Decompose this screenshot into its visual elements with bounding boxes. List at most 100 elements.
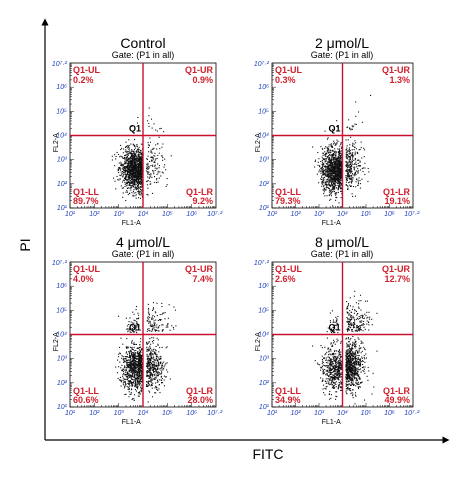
dot-ur: [169, 329, 171, 331]
dot-ll: [141, 372, 143, 374]
dot-lr: [147, 370, 149, 372]
dot-ll: [133, 151, 135, 154]
dot-ll: [136, 386, 138, 389]
dot-lr: [165, 185, 167, 187]
dot-ll: [141, 154, 143, 156]
dot-ll: [331, 177, 333, 179]
dot-lr: [151, 375, 154, 377]
dot-ll: [140, 377, 142, 379]
dot-lr: [151, 377, 153, 379]
dot-ll: [138, 170, 140, 172]
dot-ll: [330, 166, 332, 168]
dot-ll: [331, 383, 333, 385]
dot-ll: [328, 181, 330, 183]
dot-lr: [158, 177, 160, 179]
dot-ll: [124, 183, 126, 185]
dot-ll: [328, 168, 330, 170]
dot-ll: [129, 169, 131, 172]
dot-lr: [350, 160, 352, 162]
dot-lr: [154, 367, 157, 369]
dot-ll: [131, 153, 133, 155]
dot-ll: [325, 181, 328, 183]
dot-ll: [129, 351, 131, 353]
dot-ll: [125, 174, 127, 176]
dot-ll: [128, 396, 130, 398]
dot-ll: [139, 341, 141, 343]
dot-ll: [135, 158, 137, 160]
dot-lr: [147, 168, 149, 170]
dot-ll: [129, 175, 131, 177]
dot-ll: [318, 158, 320, 160]
dot-lr: [357, 181, 359, 183]
dot-ll: [124, 177, 126, 179]
dot-ur: [163, 312, 165, 314]
dot-ll: [130, 366, 133, 368]
dot-lr: [160, 376, 162, 378]
dot-lr: [357, 170, 360, 172]
dot-ul: [131, 126, 133, 128]
dot-ll: [137, 371, 139, 373]
dot-lr: [154, 360, 156, 362]
dot-ll: [133, 178, 135, 180]
dot-ll: [131, 383, 133, 385]
dot-lr: [146, 372, 148, 374]
dot-ll: [340, 159, 342, 161]
dot-ul: [132, 325, 134, 327]
dot-ll: [124, 384, 126, 386]
dot-ll: [329, 383, 331, 385]
dot-lr: [154, 161, 156, 164]
dot-lr: [157, 154, 159, 156]
dot-lr: [153, 339, 155, 341]
dot-ll: [332, 177, 334, 179]
dot-ll: [329, 163, 331, 165]
dot-ll: [131, 342, 133, 344]
dot-ll: [124, 158, 126, 160]
dot-ll: [125, 146, 127, 148]
dot-ll: [325, 153, 327, 155]
dot-ll: [132, 356, 134, 358]
dot-lr: [152, 354, 154, 356]
dot-lr: [146, 371, 148, 373]
dot-ll: [117, 153, 120, 156]
dot-ul: [129, 327, 132, 329]
dot-ur: [161, 330, 163, 332]
dot-ll: [119, 174, 121, 176]
dot-ll: [330, 162, 332, 164]
dot-ll: [338, 183, 340, 185]
dot-ll: [331, 174, 333, 176]
dot-ll: [133, 352, 135, 354]
dot-lr: [146, 341, 148, 343]
dot-ll: [136, 361, 138, 363]
dot-ll: [125, 191, 127, 193]
dot-ll: [137, 165, 140, 167]
dot-ll: [129, 382, 131, 384]
quadrant-ur-label: Q1-UR: [185, 264, 214, 274]
quadrant-lr-label: Q1-LR: [383, 187, 411, 197]
dot-ur: [352, 126, 354, 128]
dot-ll: [140, 156, 142, 158]
dot-ll: [132, 368, 134, 370]
quadrant-ur-label: Q1-UR: [185, 65, 214, 75]
dot-lr: [155, 385, 157, 387]
dot-ll: [132, 363, 135, 365]
dot-ll: [328, 158, 331, 160]
dot-ll: [126, 150, 128, 152]
dot-lr: [351, 153, 354, 155]
dot-ll: [124, 165, 126, 168]
dot-ur: [161, 324, 163, 326]
dot-ll: [136, 149, 139, 151]
dot-lr: [150, 151, 152, 153]
dot-ll: [129, 365, 132, 367]
dot-lr: [350, 174, 353, 176]
dot-ll: [338, 166, 340, 168]
dot-ll: [138, 186, 140, 188]
dot-lr: [348, 171, 350, 174]
dot-ll: [132, 174, 134, 176]
dot-ll: [337, 175, 339, 177]
dot-ll: [138, 165, 140, 167]
dot-ll: [328, 167, 330, 169]
dot-ll: [339, 169, 341, 171]
dot-ll: [336, 142, 338, 144]
dot-lr: [148, 371, 150, 373]
dot-ll: [331, 188, 333, 190]
